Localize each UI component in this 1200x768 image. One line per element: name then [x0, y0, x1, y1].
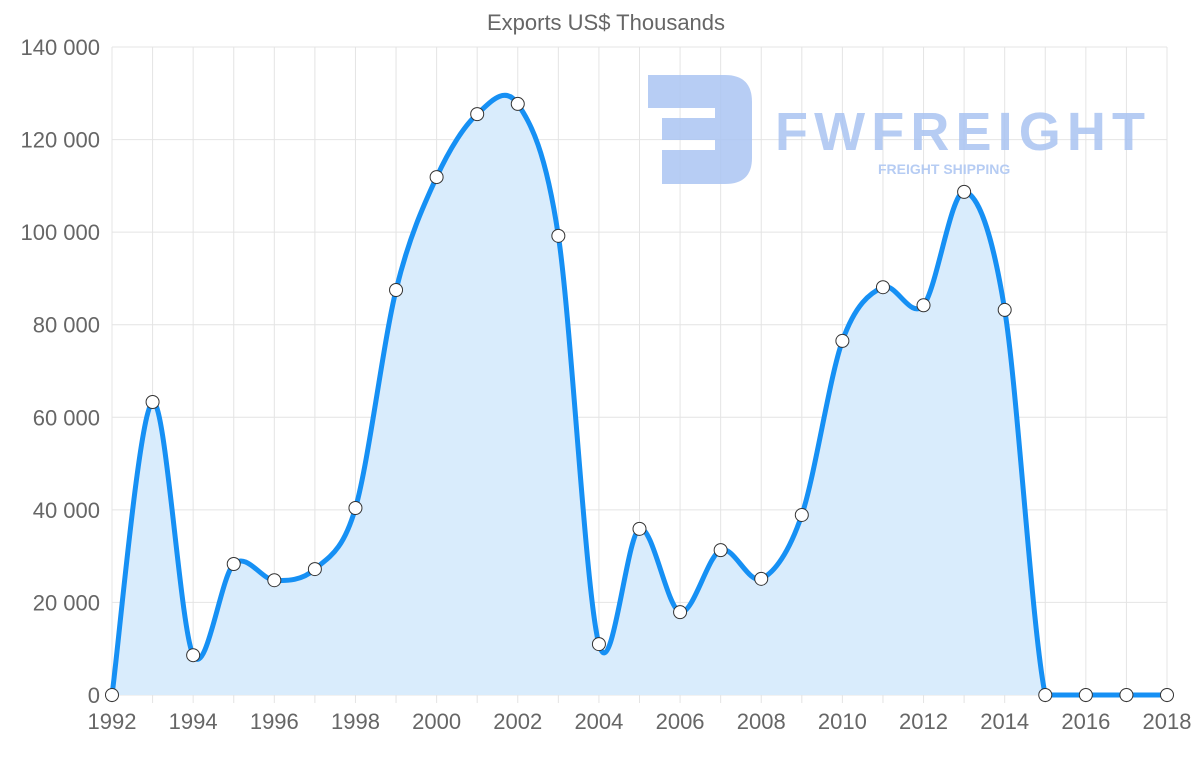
data-point[interactable] [1038, 688, 1053, 702]
y-tick-label: 140 000 [20, 35, 100, 60]
y-axis: 0 20 000 40 000 60 000 80 000 100 000 120 000 1… [20, 35, 100, 708]
x-tick-label: 2000 [412, 709, 461, 734]
x-tick-label: 2004 [574, 709, 623, 734]
data-point[interactable] [794, 507, 809, 522]
x-tick-label: 2002 [493, 709, 542, 734]
x-tick-label: 2012 [899, 709, 948, 734]
x-tick-label: 2014 [980, 709, 1029, 734]
y-tick-label: 120 000 [20, 128, 100, 153]
area-fill [112, 95, 1167, 696]
x-tick-label: 1992 [88, 709, 137, 734]
chart-title: Exports US$ Thousands [487, 10, 725, 35]
watermark-logo: FWFREIGHT FREIGHT SHIPPING [648, 75, 1145, 184]
x-tick-label: 2010 [818, 709, 867, 734]
y-tick-label: 60 000 [33, 405, 100, 430]
watermark-tagline: FREIGHT SHIPPING [878, 161, 1010, 177]
data-point[interactable] [307, 562, 322, 577]
data-point[interactable] [470, 107, 485, 122]
data-point[interactable] [916, 298, 931, 313]
x-tick-label: 2006 [656, 709, 705, 734]
y-tick-label: 100 000 [20, 220, 100, 245]
data-point[interactable] [957, 184, 972, 199]
data-point[interactable] [1119, 688, 1134, 702]
data-point[interactable] [754, 571, 769, 586]
data-point[interactable] [1078, 688, 1093, 702]
data-points [105, 96, 1174, 702]
data-point[interactable] [145, 395, 160, 410]
series-line [109, 92, 1167, 698]
data-point[interactable] [1160, 688, 1174, 702]
data-point[interactable] [226, 557, 241, 572]
data-point[interactable] [673, 605, 688, 620]
data-point[interactable] [875, 280, 890, 295]
logo-mark-icon [648, 75, 752, 184]
x-tick-label: 2008 [737, 709, 786, 734]
data-point[interactable] [389, 283, 404, 297]
data-point[interactable] [429, 170, 444, 185]
data-point[interactable] [835, 333, 850, 348]
data-point[interactable] [186, 648, 201, 663]
data-point[interactable] [713, 543, 728, 558]
data-point[interactable] [348, 501, 363, 516]
data-point[interactable] [591, 637, 606, 652]
x-tick-label: 1994 [169, 709, 218, 734]
x-tick-label: 2016 [1061, 709, 1110, 734]
y-tick-label: 40 000 [33, 498, 100, 523]
y-tick-label: 0 [88, 683, 100, 708]
x-tick-label: 2018 [1143, 709, 1192, 734]
data-point[interactable] [510, 96, 525, 111]
x-axis: 1992 1994 1996 1998 2000 2002 2004 2006 2008 2010… [88, 709, 1192, 734]
watermark-brand: FWFREIGHT [775, 102, 1145, 162]
data-point[interactable] [632, 521, 647, 536]
y-tick-label: 80 000 [33, 313, 100, 338]
x-tick-label: 1996 [250, 709, 299, 734]
data-point[interactable] [105, 688, 119, 702]
x-tick-label: 1998 [331, 709, 380, 734]
data-point[interactable] [997, 302, 1012, 317]
data-point[interactable] [551, 228, 566, 243]
data-point[interactable] [267, 573, 282, 588]
y-tick-label: 20 000 [33, 590, 100, 615]
